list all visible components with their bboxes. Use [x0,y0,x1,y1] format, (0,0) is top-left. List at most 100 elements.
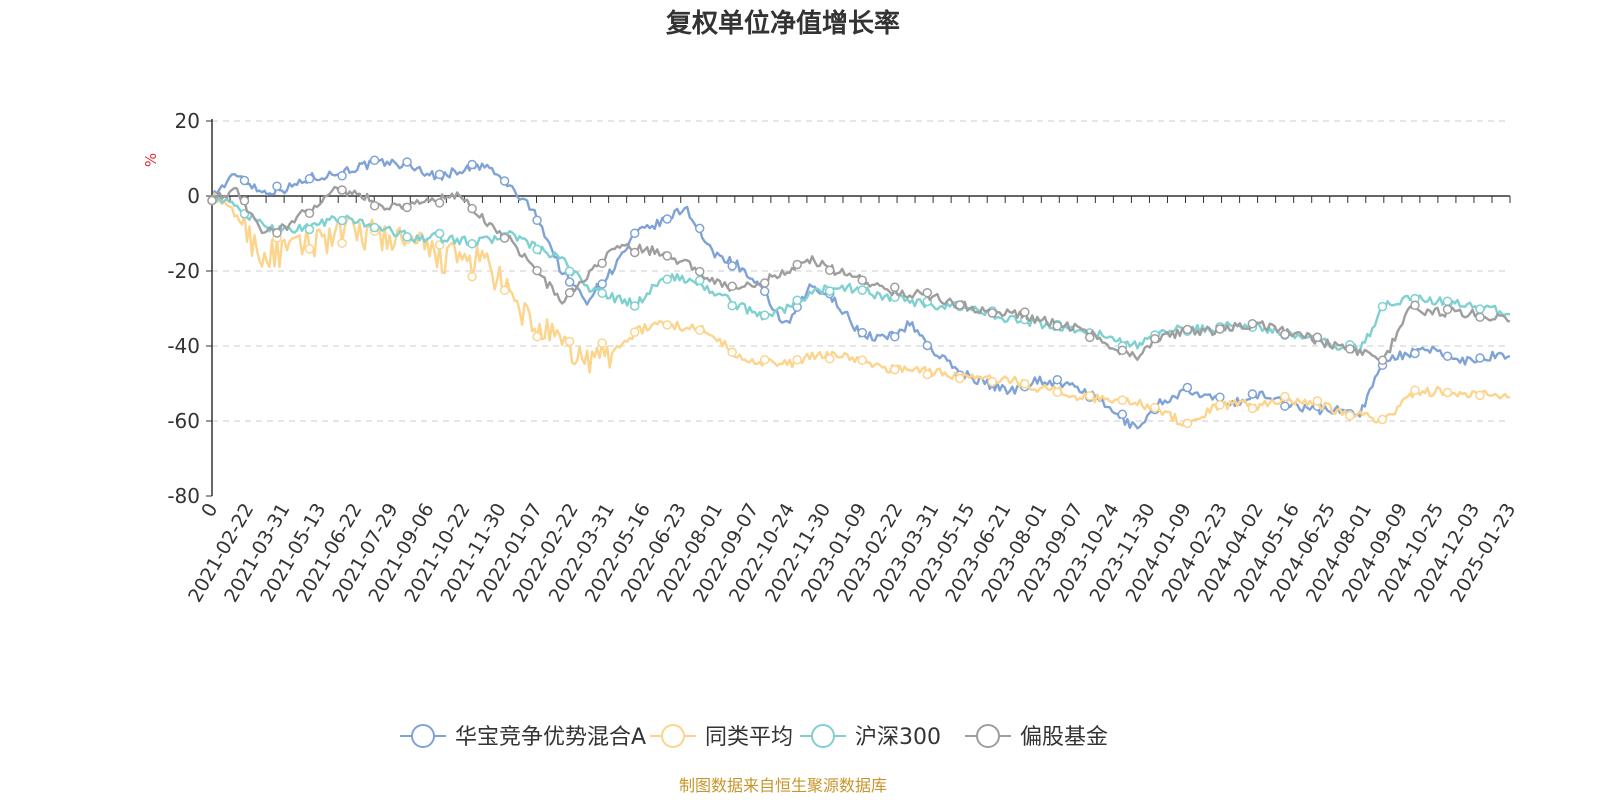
source-note: 制图数据来自恒生聚源数据库 [679,776,887,795]
series-point [694,325,705,335]
series-point [1475,304,1485,314]
series-point [727,281,737,292]
series-point [1117,395,1128,405]
series-group [207,185,1511,366]
chart-title: 复权单位净值增长率 [666,8,900,39]
series-point [857,327,868,338]
series-point [1020,379,1030,389]
series-point [1052,387,1063,398]
series-point [1377,301,1388,312]
series-point [759,310,770,320]
series-point [922,340,933,351]
series-point [922,369,933,380]
series-point [1150,402,1160,413]
series-point [564,288,575,298]
series-point [857,355,868,365]
series-point [272,228,282,238]
series-point [727,261,737,271]
series-point [499,285,510,296]
legend-item: 沪深300 [800,724,941,750]
series-point [1020,307,1030,317]
series-point [434,228,445,239]
series-point [369,201,380,211]
series-point [662,320,672,330]
series-point [1377,355,1388,366]
series-point [759,286,770,297]
series-point [662,214,672,224]
series-point [727,300,737,311]
series-point [792,259,802,270]
series-point [532,215,542,226]
y-tick-label: -40 [167,334,200,358]
series-point [369,155,380,166]
series-point [597,279,607,289]
series-point [857,275,868,285]
series-point [1085,332,1095,343]
series-point [922,287,933,298]
series-point [532,265,542,276]
series-point [759,355,770,365]
series-point [694,275,705,286]
series-point [1215,324,1225,334]
series-point [890,364,900,375]
series-point [532,331,542,342]
series-point [759,278,770,288]
series-point [824,354,835,364]
series-point [467,239,477,249]
series-point [337,171,347,181]
series-point [597,338,607,348]
series-point [1215,400,1225,410]
series-point [629,301,640,311]
series-point [304,174,315,184]
series-layer [207,155,1511,430]
series-point [597,258,607,269]
series-point [857,285,868,295]
series-point [1410,300,1420,311]
series-point [207,195,217,206]
series-point [369,222,380,233]
y-tick-label: -80 [167,484,200,508]
series-point [564,277,575,287]
series-point [467,271,477,282]
series-point [1085,391,1095,401]
legend-label: 华宝竞争优势混合A [455,725,646,750]
series-point [402,232,412,242]
y-tick-label: -20 [167,259,200,283]
series-point [1247,318,1258,329]
series-point [337,215,347,226]
series-point [1410,385,1420,395]
series-point [1312,332,1323,343]
legend-label: 偏股基金 [1020,725,1108,750]
series-point [564,336,575,347]
series-point [1150,333,1160,344]
legend-item: 同类平均 [650,724,793,750]
series-point [792,295,802,306]
series-point [1475,390,1485,401]
series-point [987,308,998,318]
series-point [629,228,640,239]
series-point [467,159,477,170]
series-point [1377,414,1388,425]
series-point [1442,296,1453,306]
series-point [824,265,835,276]
series-point [1117,345,1128,356]
series-point [434,198,445,208]
legend-circle-icon [661,724,685,748]
series-group [207,192,1511,429]
series-point [824,286,835,296]
series-point [1312,396,1323,406]
legend-item: 偏股基金 [965,724,1108,750]
series-point [1345,410,1355,421]
series-point [1345,344,1355,354]
series-point [532,244,542,255]
series-point [1215,392,1225,402]
series-group [207,195,1511,353]
series-point [499,176,510,186]
series-point [239,196,250,206]
y-tick-label: -60 [167,409,200,433]
series-point [1052,374,1063,385]
series-point [629,327,640,337]
legend: 华宝竞争优势混合A 同类平均 沪深300 偏股基金 [400,724,1108,750]
series-point [467,203,477,214]
